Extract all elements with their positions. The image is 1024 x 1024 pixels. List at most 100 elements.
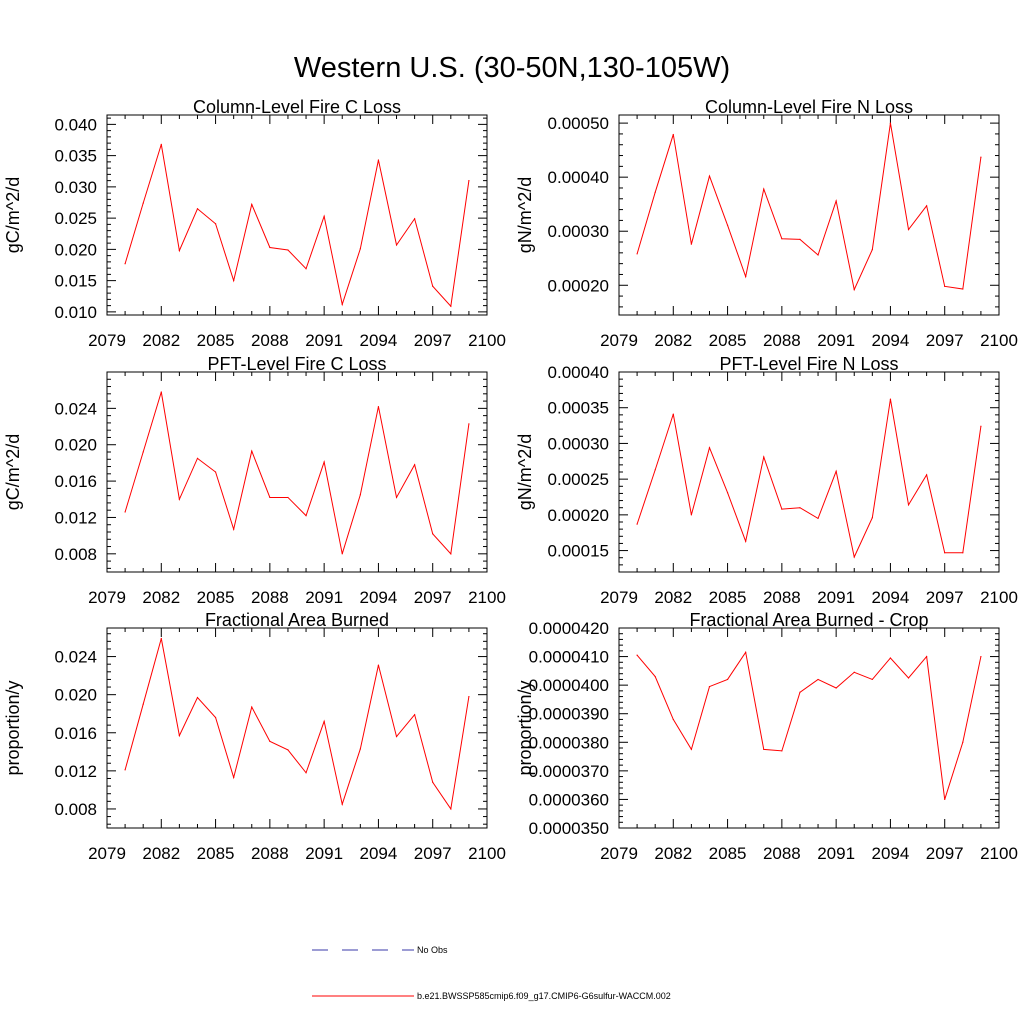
data-point	[745, 651, 747, 653]
figure-title: Western U.S. (30-50N,130-105W)	[294, 52, 730, 84]
data-point	[251, 203, 253, 205]
x-tick-label: 2088	[763, 844, 801, 863]
data-point	[835, 200, 837, 202]
data-point	[871, 248, 873, 251]
data-point	[763, 456, 765, 458]
x-tick-label: 2091	[817, 588, 855, 607]
data-point	[395, 735, 398, 738]
data-point	[124, 511, 126, 513]
y-tick-label: 0.00030	[548, 222, 609, 241]
x-tick-label: 2079	[88, 844, 126, 863]
x-tick-label: 2097	[926, 588, 964, 607]
data-point	[817, 678, 819, 681]
x-tick-label: 2088	[251, 844, 289, 863]
legend-label-model-run: b.e21.BWSSP585cmip6.f09_g17.CMIP6-G6sulf…	[417, 991, 671, 1001]
y-tick-label: 0.016	[54, 472, 97, 491]
data-point	[359, 748, 361, 750]
panel-title: PFT-Level Fire C Loss	[207, 354, 386, 374]
data-point	[636, 523, 638, 525]
series-line	[124, 391, 470, 555]
data-point	[944, 798, 946, 801]
y-tick-label: 0.012	[54, 508, 97, 527]
data-point	[251, 450, 253, 452]
y-tick-label: 0.0000350	[529, 819, 609, 838]
x-tick-label: 2100	[468, 588, 506, 607]
data-point	[178, 498, 180, 500]
y-tick-label: 0.0000400	[529, 676, 609, 695]
x-tick-label: 2085	[197, 331, 235, 350]
x-tick-label: 2085	[709, 331, 747, 350]
y-tick-label: 0.00030	[548, 434, 609, 453]
x-tick-label: 2100	[468, 844, 506, 863]
x-tick-label: 2097	[926, 331, 964, 350]
y-tick-label: 0.00040	[548, 168, 609, 187]
data-point	[871, 678, 873, 681]
data-point	[305, 515, 307, 517]
data-point	[341, 553, 343, 555]
y-tick-label: 0.024	[54, 399, 97, 418]
data-point	[636, 253, 638, 255]
y-tick-label: 0.008	[54, 545, 97, 564]
y-tick-label: 0.040	[54, 115, 97, 134]
panel-area-burned: Fractional Area Burned proportion/y 2079 20…	[3, 610, 506, 863]
data-point	[377, 159, 380, 161]
data-point	[287, 749, 289, 751]
data-point	[214, 223, 217, 225]
data-point	[745, 276, 747, 278]
series-line	[636, 123, 982, 292]
data-point	[690, 748, 692, 751]
x-tick-label: 2091	[817, 331, 855, 350]
data-point	[962, 288, 964, 290]
x-tick-label: 2088	[763, 331, 801, 350]
plot-frame	[106, 371, 488, 573]
x-tick-label: 2100	[980, 331, 1018, 350]
data-point	[799, 507, 801, 509]
data-point	[196, 457, 199, 459]
data-point	[468, 180, 470, 182]
legend: No Obs b.e21.BWSSP585cmip6.f09_g17.CMIP6…	[312, 945, 671, 1001]
x-tick-label: 2082	[654, 331, 692, 350]
y-tick-label: 0.00050	[548, 114, 609, 133]
data-point	[980, 156, 982, 158]
y-axis-label: gC/m^2/d	[3, 434, 23, 510]
data-point	[305, 268, 307, 270]
data-point	[853, 556, 855, 558]
data-point	[414, 714, 416, 716]
data-point	[799, 691, 801, 693]
data-point	[450, 808, 452, 810]
data-point	[269, 246, 271, 249]
data-point	[468, 423, 470, 425]
x-tick-label: 2094	[872, 588, 910, 607]
y-tick-label: 0.0000420	[529, 619, 609, 638]
data-point	[889, 398, 892, 400]
x-tick-label: 2100	[468, 331, 506, 350]
data-point	[287, 496, 289, 499]
data-point	[835, 470, 837, 472]
x-tick-label: 2085	[197, 588, 235, 607]
x-tick-label: 2094	[872, 331, 910, 350]
data-point	[889, 122, 892, 124]
data-point	[450, 553, 452, 555]
series-line	[124, 638, 470, 811]
y-tick-label: 0.010	[54, 303, 97, 322]
panel-col-n-loss: Column-Level Fire N Loss gN/m^2/d 2079 2082…	[515, 97, 1018, 350]
y-tick-label: 0.00040	[548, 363, 609, 382]
data-point	[323, 720, 325, 722]
data-point	[414, 218, 416, 220]
series-line	[636, 399, 982, 559]
data-point	[817, 517, 819, 520]
data-point	[414, 464, 416, 466]
data-point	[432, 533, 434, 535]
data-point	[142, 451, 144, 453]
data-point	[305, 772, 307, 774]
data-point	[907, 504, 910, 506]
data-point	[907, 228, 910, 231]
x-tick-label: 2094	[360, 844, 398, 863]
data-point	[799, 238, 801, 240]
data-point	[853, 288, 855, 291]
data-point	[160, 637, 162, 640]
data-point	[377, 405, 380, 408]
data-point	[726, 224, 729, 226]
